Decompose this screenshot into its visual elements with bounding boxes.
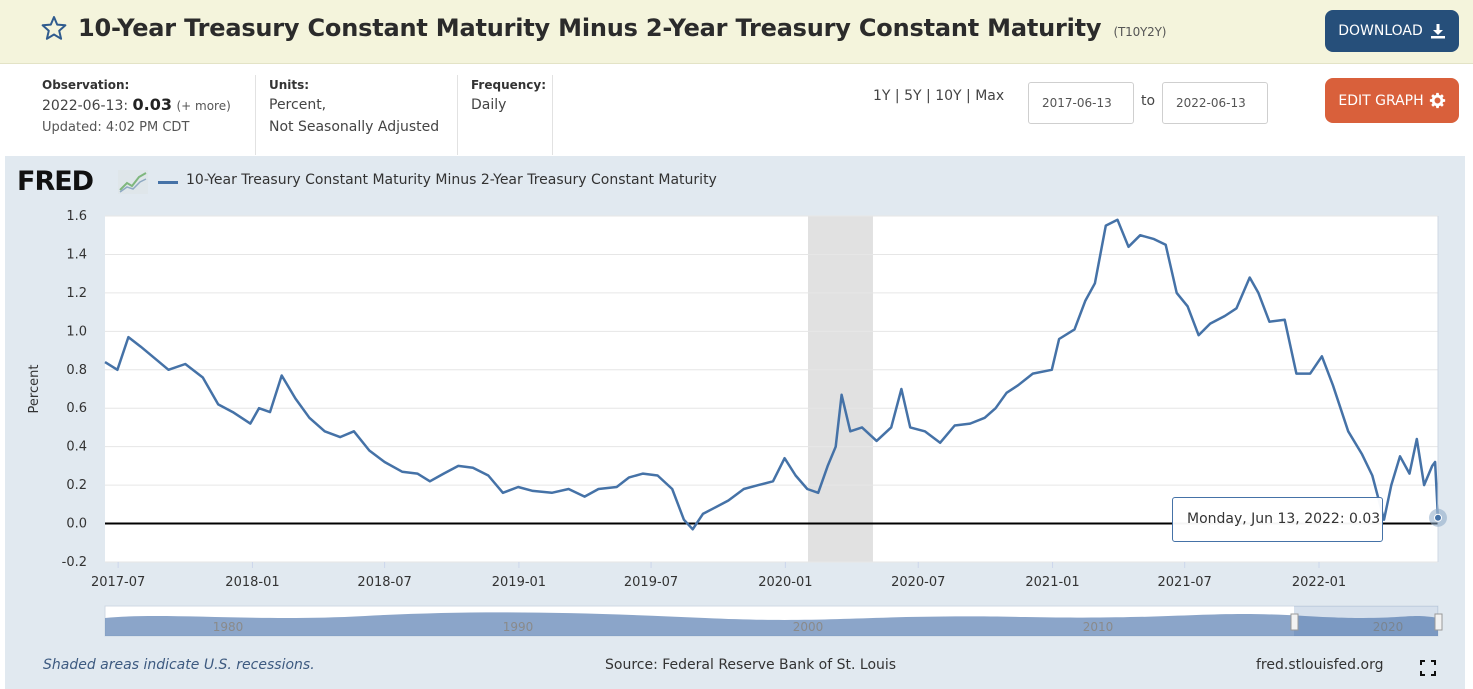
range-5y[interactable]: 5Y — [904, 88, 922, 104]
y-tick-label: 1.2 — [66, 286, 87, 301]
x-tick-label: 2020-01 — [758, 575, 812, 590]
units-block: Units: Percent, Not Seasonally Adjusted — [269, 76, 439, 138]
x-tick-label: 2022-01 — [1292, 575, 1346, 590]
frequency-value: Daily — [471, 97, 507, 113]
divider — [457, 75, 458, 155]
navigator-label: 1980 — [213, 620, 244, 634]
observation-date: 2022-06-13: — [42, 98, 129, 114]
navigator-label: 1990 — [503, 620, 534, 634]
range-separator: | — [966, 88, 971, 104]
range-selector: 1Y | 5Y | 10Y | Max — [873, 88, 1004, 104]
observation-label: Observation: — [42, 78, 130, 92]
site-url[interactable]: fred.stlouisfed.org — [1256, 657, 1384, 673]
y-tick-label: -0.2 — [62, 555, 87, 570]
x-tick-label: 2018-07 — [357, 575, 411, 590]
star-icon[interactable] — [40, 14, 68, 42]
x-tick-label: 2019-01 — [492, 575, 546, 590]
series-line — [104, 218, 1440, 531]
range-separator: | — [926, 88, 931, 104]
units-line2: Not Seasonally Adjusted — [269, 119, 440, 135]
fred-graph-icon — [118, 170, 148, 194]
y-tick-label: 1.6 — [66, 209, 87, 224]
y-axis-label: Percent — [27, 365, 42, 414]
edit-graph-button[interactable]: EDIT GRAPH — [1325, 78, 1459, 123]
updated-time: Updated: 4:02 PM CDT — [42, 120, 190, 135]
observation-block: Observation: 2022-06-13: 0.03 (+ more) U… — [42, 76, 231, 139]
x-tick-label: 2020-07 — [891, 575, 945, 590]
x-tick-label: 2017-07 — [91, 575, 145, 590]
units-label: Units: — [269, 78, 310, 92]
y-tick-label: 0.8 — [66, 363, 87, 378]
title-bar: 10-Year Treasury Constant Maturity Minus… — [0, 0, 1473, 64]
tooltip-value: 0.03 — [1349, 511, 1381, 527]
fullscreen-icon[interactable] — [1420, 660, 1436, 676]
navigator-handle-right — [1434, 613, 1443, 631]
chart-tooltip: Monday, Jun 13, 2022: 0.03 — [1172, 497, 1383, 542]
y-tick-label: 1.0 — [66, 324, 87, 339]
gear-icon — [1429, 92, 1445, 109]
observation-value: 0.03 — [132, 95, 173, 114]
x-tick-label: 2018-01 — [225, 575, 279, 590]
more-link[interactable]: (+ more) — [176, 99, 231, 113]
navigator-label: 2020 — [1373, 620, 1404, 634]
navigator-label: 2000 — [793, 620, 824, 634]
recession-note: Shaded areas indicate U.S. recessions. — [43, 657, 315, 673]
y-tick-label: 0.2 — [66, 478, 87, 493]
divider — [552, 75, 553, 155]
title-label: 10-Year Treasury Constant Maturity Minus… — [78, 14, 1102, 42]
page-title: 10-Year Treasury Constant Maturity Minus… — [78, 14, 1166, 42]
fred-logo: FRED — [17, 166, 94, 197]
end-date-input[interactable]: 2022-06-13 — [1162, 82, 1268, 124]
navigator-handle-left — [1290, 613, 1299, 631]
frequency-label: Frequency: — [471, 78, 547, 92]
range-max[interactable]: Max — [975, 88, 1005, 104]
range-10y[interactable]: 10Y — [935, 88, 962, 104]
source-text: Source: Federal Reserve Bank of St. Loui… — [605, 657, 897, 673]
y-tick-label: 0.6 — [66, 401, 87, 416]
start-date-input[interactable]: 2017-06-13 — [1028, 82, 1134, 124]
to-label: to — [1141, 93, 1156, 109]
x-tick-label: 2021-07 — [1158, 575, 1212, 590]
y-tick-label: 0.4 — [66, 440, 87, 455]
range-separator: | — [894, 88, 900, 104]
frequency-block: Frequency: Daily — [471, 76, 546, 116]
data-point — [1434, 513, 1442, 522]
units-line1: Percent, — [269, 97, 327, 113]
tooltip-date: Monday, Jun 13, 2022: — [1187, 511, 1345, 527]
navigator-series — [105, 612, 1438, 636]
y-tick-label: 0.0 — [66, 517, 87, 532]
edit-graph-label: EDIT GRAPH — [1338, 92, 1424, 109]
range-1y[interactable]: 1Y — [873, 88, 891, 104]
x-tick-label: 2019-07 — [624, 575, 678, 590]
series-code: (T10Y2Y) — [1113, 25, 1167, 39]
navigator-label: 2010 — [1083, 620, 1114, 634]
y-tick-label: 1.4 — [66, 247, 87, 262]
legend-label: 10-Year Treasury Constant Maturity Minus… — [186, 172, 717, 188]
recession-shading — [808, 216, 873, 562]
download-icon — [1430, 24, 1445, 39]
x-tick-label: 2021-01 — [1025, 575, 1079, 590]
download-button[interactable]: DOWNLOAD — [1325, 10, 1459, 52]
legend-swatch — [158, 181, 178, 184]
navigator-selection — [1294, 606, 1438, 636]
divider — [255, 75, 256, 155]
download-label: DOWNLOAD — [1338, 23, 1423, 39]
